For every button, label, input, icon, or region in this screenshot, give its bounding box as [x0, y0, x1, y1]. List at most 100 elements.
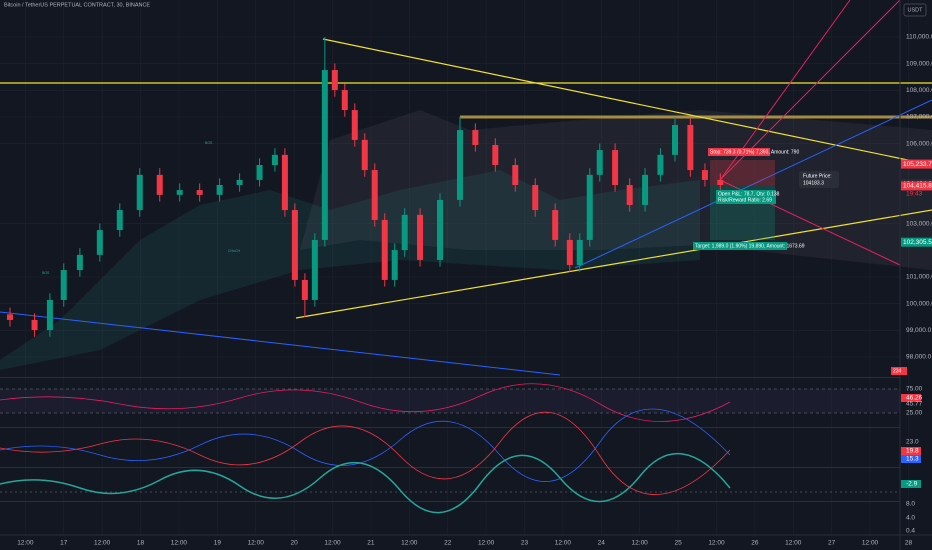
annotation: Stop: 739.3 (0.71%) 7,393, Amount: 790	[710, 149, 799, 155]
x-tick-label: 12:00	[478, 540, 495, 547]
annotation-box	[891, 367, 907, 375]
candle-body	[76, 254, 83, 271]
candle-body	[96, 230, 103, 255]
candle-body	[532, 184, 539, 211]
pane-tick-label: 46.26	[906, 395, 923, 402]
dmi-line	[0, 411, 731, 495]
x-tick-label: 20	[290, 540, 298, 547]
trend-line	[574, 99, 932, 269]
candle-body	[401, 214, 408, 251]
pane-tick-label: -2.9	[906, 481, 918, 488]
pane-separator	[0, 427, 900, 428]
candle-body	[701, 170, 708, 180]
x-tick-label: 24	[598, 540, 606, 547]
pane-tick-label: 23.0	[906, 439, 919, 446]
pane-badge	[901, 480, 921, 488]
trend-line	[295, 209, 932, 319]
pane-tick-label: 19.8	[906, 448, 919, 455]
x-tick-label: 12:00	[17, 540, 34, 547]
x-tick-label: 12:00	[171, 540, 188, 547]
pane-tick-label: 15.3	[906, 456, 919, 463]
oscillator	[0, 453, 731, 514]
band	[0, 170, 700, 370]
price-badge	[901, 159, 932, 169]
pane-tick-label: 4.0	[906, 515, 915, 522]
price-badge	[901, 181, 932, 191]
candle-body	[492, 144, 499, 165]
x-tick-label: 12:00	[708, 540, 725, 547]
annotation-box	[693, 242, 787, 250]
candle-body	[301, 279, 308, 300]
annotation: Future Price:	[803, 173, 832, 179]
pane-tick-label: 45.77	[906, 401, 923, 408]
candle-body	[271, 154, 278, 165]
pane-separator	[0, 377, 900, 378]
x-tick-label: 26	[751, 540, 759, 547]
x-tick-label: 27	[828, 540, 836, 547]
candle-body	[717, 179, 724, 185]
annotation: 234	[893, 368, 902, 374]
countdown: 19:43	[906, 191, 923, 198]
pane-tick-label: 0.4	[906, 528, 915, 535]
x-tick-label: 28	[905, 540, 913, 547]
candle-body	[331, 70, 338, 91]
candle-body	[281, 154, 288, 211]
candle-body	[136, 174, 143, 211]
rsi-band	[0, 389, 900, 413]
annotation-box	[799, 171, 839, 188]
currency[interactable]: USDT	[908, 7, 924, 13]
candle-body	[417, 214, 424, 260]
annotation-box	[708, 148, 770, 156]
candle-body	[196, 190, 203, 195]
price-badge-label: 102,305.5	[903, 239, 932, 246]
y-tick-label: 106,000.0	[906, 140, 932, 147]
y-tick-label: 98,000.0	[906, 354, 932, 361]
x-tick-label: 17	[60, 540, 68, 547]
trend-line	[322, 38, 932, 166]
candle-body	[437, 199, 444, 260]
y-tick-label: 100,000.0	[906, 300, 932, 307]
candle-body	[596, 150, 603, 175]
x-tick-label: 23	[521, 540, 529, 547]
candle-body	[552, 210, 559, 240]
pane-tick-label: 75.00	[906, 386, 923, 393]
candle-body	[341, 90, 348, 111]
x-tick-label: 12:00	[94, 540, 111, 547]
y-tick-label: 103,000.0	[906, 220, 932, 227]
pane-badge	[901, 455, 921, 463]
annotation: CHoCH	[228, 249, 241, 253]
rsi-line	[0, 383, 731, 422]
candles	[6, 36, 724, 337]
annotation: BOS	[42, 271, 50, 275]
candle-body	[256, 164, 263, 180]
x-tick-label: 12:00	[785, 540, 802, 547]
x-tick-label: 12:00	[555, 540, 572, 547]
x-tick-label: 21	[367, 540, 375, 547]
grid	[0, 0, 909, 535]
annotation: Open P&L: 78.7, Qty: 0.138	[718, 191, 780, 197]
chart-title: Bitcoin / TetherUS PERPETUAL CONTRACT, 3…	[4, 2, 150, 8]
candle-body	[472, 130, 479, 145]
candle-body	[311, 239, 318, 300]
annotation: Risk/Reward Ratio: 2.69	[718, 197, 772, 203]
x-tick-label: 12:00	[401, 540, 418, 547]
price-badge-label: 105,233.7	[903, 161, 932, 168]
price-badge-label: 104,415.8	[903, 183, 932, 190]
y-tick-label: 99,000.0	[906, 327, 932, 334]
y-tick-label: 101,000.0	[906, 274, 932, 281]
candle-body	[576, 239, 583, 265]
candle-body	[6, 314, 13, 320]
candle-body	[236, 179, 243, 185]
candle-body	[31, 319, 38, 331]
candle-body	[371, 170, 378, 220]
candle-body	[626, 184, 633, 205]
candle-body	[216, 184, 223, 195]
x-tick-label: 12:00	[248, 540, 265, 547]
annotation: BOS	[205, 141, 213, 145]
x-tick-label: 18	[137, 540, 145, 547]
x-tick-label: 12:00	[324, 540, 341, 547]
candle-body	[176, 190, 183, 195]
